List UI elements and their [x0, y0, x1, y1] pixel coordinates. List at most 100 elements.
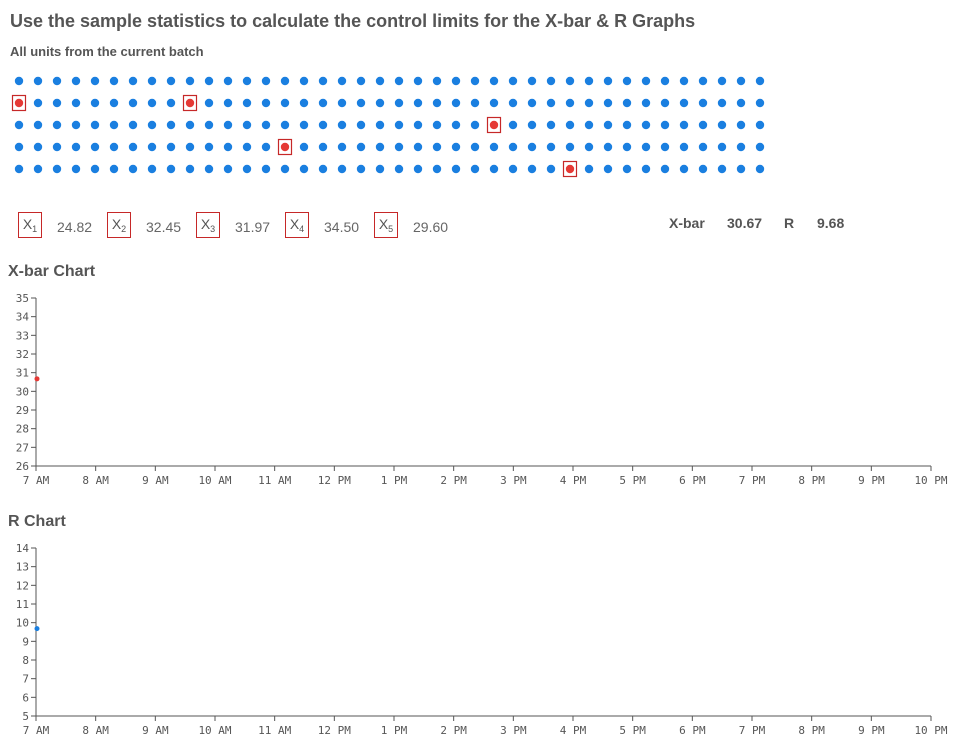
unit-dot[interactable]: [147, 76, 157, 86]
unit-dot[interactable]: [356, 76, 366, 86]
unit-dot[interactable]: [622, 164, 632, 174]
unit-dot[interactable]: [603, 142, 613, 152]
unit-dot[interactable]: [527, 142, 537, 152]
unit-dot[interactable]: [622, 142, 632, 152]
unit-dot[interactable]: [128, 98, 138, 108]
unit-dot[interactable]: [261, 164, 271, 174]
unit-dot[interactable]: [223, 142, 233, 152]
unit-dot[interactable]: [641, 120, 651, 130]
unit-dot[interactable]: [679, 76, 689, 86]
unit-dot[interactable]: [451, 120, 461, 130]
unit-dot[interactable]: [109, 120, 119, 130]
unit-dot[interactable]: [641, 76, 651, 86]
unit-dot[interactable]: [736, 120, 746, 130]
unit-dot[interactable]: [660, 98, 670, 108]
unit-dot[interactable]: [413, 120, 423, 130]
unit-dot[interactable]: [185, 76, 195, 86]
unit-dot[interactable]: [698, 120, 708, 130]
unit-dot[interactable]: [90, 164, 100, 174]
unit-dot[interactable]: [337, 120, 347, 130]
unit-dot[interactable]: [584, 98, 594, 108]
unit-dot[interactable]: [204, 120, 214, 130]
unit-dot[interactable]: [622, 120, 632, 130]
unit-dot[interactable]: [508, 98, 518, 108]
unit-dot[interactable]: [128, 142, 138, 152]
unit-dot[interactable]: [337, 76, 347, 86]
unit-dot[interactable]: [394, 120, 404, 130]
sample-1-marker[interactable]: X1: [18, 212, 42, 238]
unit-dot[interactable]: [565, 120, 575, 130]
selected-unit-dot[interactable]: [565, 164, 575, 174]
unit-dot[interactable]: [413, 142, 423, 152]
unit-dot[interactable]: [679, 164, 689, 174]
unit-dot[interactable]: [527, 98, 537, 108]
unit-dot[interactable]: [14, 164, 24, 174]
unit-dot[interactable]: [641, 98, 651, 108]
unit-dot[interactable]: [337, 98, 347, 108]
unit-dot[interactable]: [603, 164, 613, 174]
unit-dot[interactable]: [546, 164, 556, 174]
unit-dot[interactable]: [470, 164, 480, 174]
unit-dot[interactable]: [147, 142, 157, 152]
unit-dot[interactable]: [394, 164, 404, 174]
unit-dot[interactable]: [242, 142, 252, 152]
unit-dot[interactable]: [603, 120, 613, 130]
unit-dot[interactable]: [584, 76, 594, 86]
unit-dot[interactable]: [641, 142, 651, 152]
unit-dot[interactable]: [413, 98, 423, 108]
unit-dot[interactable]: [261, 142, 271, 152]
unit-dot[interactable]: [185, 120, 195, 130]
unit-dot[interactable]: [14, 120, 24, 130]
unit-dot[interactable]: [128, 120, 138, 130]
unit-dot[interactable]: [584, 142, 594, 152]
selected-unit-marker[interactable]: [562, 160, 578, 178]
unit-dot[interactable]: [14, 142, 24, 152]
unit-dot[interactable]: [109, 98, 119, 108]
unit-dot[interactable]: [185, 142, 195, 152]
unit-dot[interactable]: [470, 142, 480, 152]
unit-dot[interactable]: [52, 98, 62, 108]
unit-dot[interactable]: [261, 76, 271, 86]
unit-dot[interactable]: [261, 120, 271, 130]
unit-dot[interactable]: [565, 98, 575, 108]
unit-dot[interactable]: [584, 164, 594, 174]
unit-dot[interactable]: [52, 76, 62, 86]
unit-dot[interactable]: [413, 164, 423, 174]
unit-dot[interactable]: [546, 142, 556, 152]
unit-dot[interactable]: [280, 98, 290, 108]
unit-dot[interactable]: [261, 98, 271, 108]
unit-dot[interactable]: [755, 76, 765, 86]
unit-dot[interactable]: [489, 164, 499, 174]
unit-dot[interactable]: [318, 76, 328, 86]
unit-dot[interactable]: [679, 120, 689, 130]
unit-dot[interactable]: [33, 142, 43, 152]
unit-dot[interactable]: [451, 76, 461, 86]
unit-dot[interactable]: [489, 98, 499, 108]
unit-dot[interactable]: [660, 164, 670, 174]
unit-dot[interactable]: [432, 76, 442, 86]
unit-dot[interactable]: [337, 164, 347, 174]
unit-dot[interactable]: [508, 164, 518, 174]
unit-dot[interactable]: [432, 142, 442, 152]
unit-dot[interactable]: [147, 120, 157, 130]
sample-4-marker[interactable]: X4: [285, 212, 309, 238]
unit-dot[interactable]: [698, 142, 708, 152]
unit-dot[interactable]: [71, 76, 81, 86]
unit-dot[interactable]: [698, 98, 708, 108]
unit-dot[interactable]: [356, 98, 366, 108]
unit-dot[interactable]: [356, 120, 366, 130]
unit-dot[interactable]: [641, 164, 651, 174]
unit-dot[interactable]: [166, 76, 176, 86]
unit-dot[interactable]: [432, 98, 442, 108]
unit-dot[interactable]: [223, 120, 233, 130]
selected-unit-marker[interactable]: [11, 94, 27, 112]
unit-dot[interactable]: [451, 164, 461, 174]
unit-dot[interactable]: [280, 76, 290, 86]
unit-dot[interactable]: [755, 98, 765, 108]
unit-dot[interactable]: [394, 142, 404, 152]
unit-dot[interactable]: [375, 76, 385, 86]
unit-dot[interactable]: [318, 142, 328, 152]
unit-dot[interactable]: [109, 76, 119, 86]
unit-dot[interactable]: [337, 142, 347, 152]
unit-dot[interactable]: [128, 164, 138, 174]
